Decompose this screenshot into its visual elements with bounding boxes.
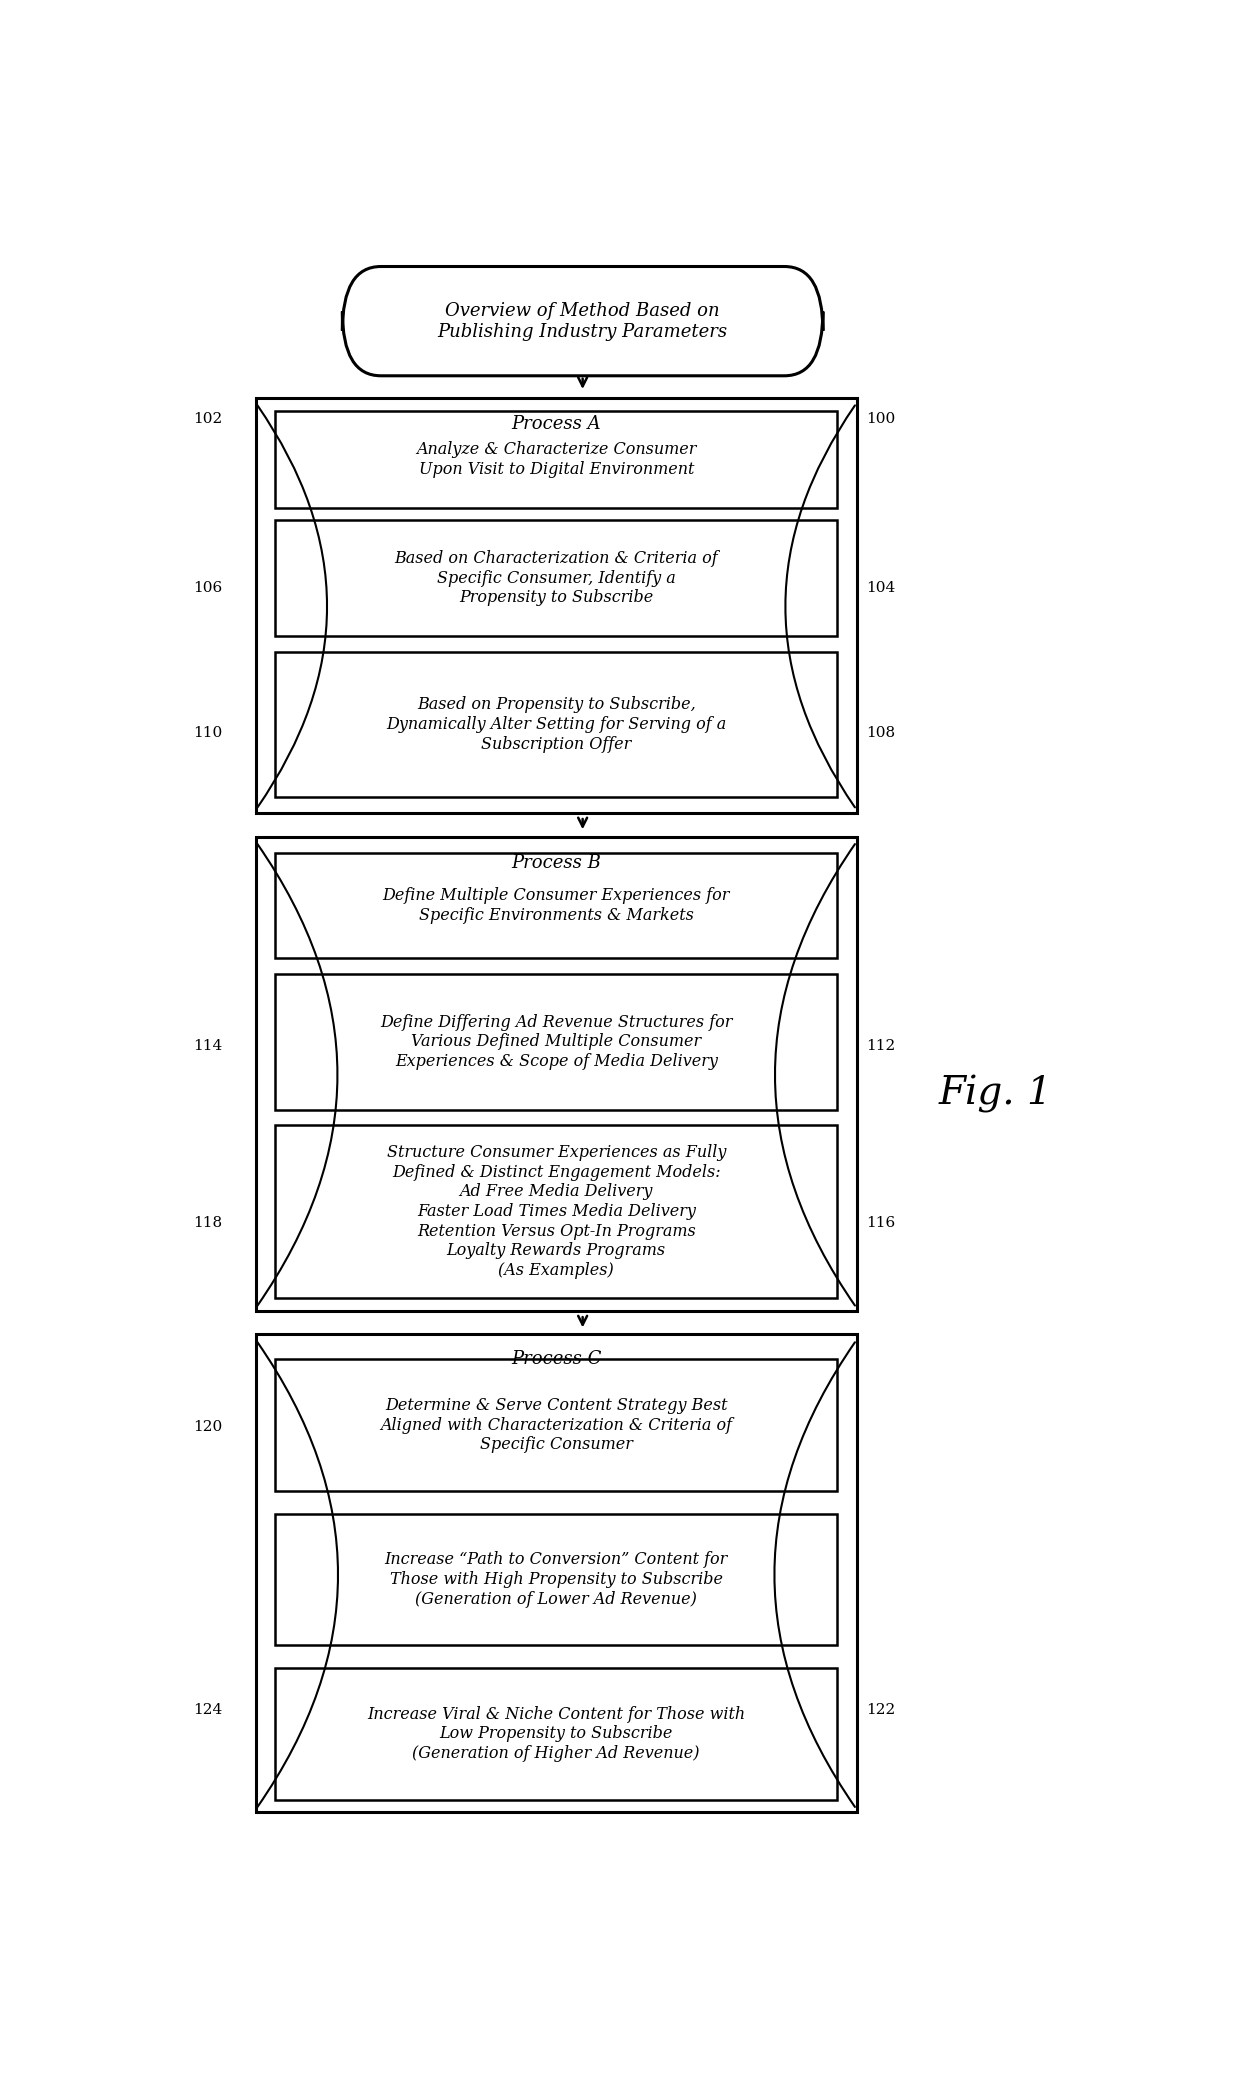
Bar (275, 973, 837, 1110)
Bar (275, 1668, 837, 1799)
Bar (275, 1359, 837, 1490)
FancyBboxPatch shape (342, 267, 823, 376)
Text: Fig. 1: Fig. 1 (939, 1075, 1053, 1112)
Text: 120: 120 (193, 1419, 222, 1434)
Bar (275, 520, 837, 637)
Text: 110: 110 (193, 726, 222, 739)
Text: Based on Propensity to Subscribe,
Dynamically Alter Setting for Serving of a
Sub: Based on Propensity to Subscribe, Dynami… (386, 697, 727, 753)
Bar (275, 854, 837, 958)
Text: Define Multiple Consumer Experiences for
Specific Environments & Markets: Define Multiple Consumer Experiences for… (382, 887, 730, 925)
Bar (275, 653, 837, 797)
Text: 112: 112 (866, 1039, 895, 1054)
Text: Increase “Path to Conversion” Content for
Those with High Propensity to Subscrib: Increase “Path to Conversion” Content fo… (384, 1551, 728, 1607)
Text: Overview of Method Based on
Publishing Industry Parameters: Overview of Method Based on Publishing I… (438, 303, 728, 340)
Text: Determine & Serve Content Strategy Best
Aligned with Characterization & Criteria: Determine & Serve Content Strategy Best … (381, 1396, 732, 1453)
Text: Based on Characterization & Criteria of
Specific Consumer, Identify a
Propensity: Based on Characterization & Criteria of … (394, 551, 718, 607)
Bar (275, 1513, 837, 1645)
Text: Increase Viral & Niche Content for Those with
Low Propensity to Subscribe
(Gener: Increase Viral & Niche Content for Those… (367, 1705, 745, 1761)
Text: Process A: Process A (511, 415, 601, 432)
Text: 106: 106 (193, 580, 222, 595)
Text: 102: 102 (193, 411, 222, 426)
Bar (255, 837, 857, 1311)
Text: 100: 100 (866, 411, 895, 426)
Text: 124: 124 (193, 1703, 222, 1718)
Bar (275, 411, 837, 507)
Text: 122: 122 (866, 1703, 895, 1718)
Text: 114: 114 (193, 1039, 222, 1054)
Bar (255, 1334, 857, 1812)
Bar (255, 399, 857, 812)
Text: Analyze & Characterize Consumer
Upon Visit to Digital Environment: Analyze & Characterize Consumer Upon Vis… (417, 440, 697, 478)
Text: Define Differing Ad Revenue Structures for
Various Defined Multiple Consumer
Exp: Define Differing Ad Revenue Structures f… (379, 1014, 733, 1071)
Text: 118: 118 (193, 1215, 222, 1229)
Text: Structure Consumer Experiences as Fully
Defined & Distinct Engagement Models:
Ad: Structure Consumer Experiences as Fully … (387, 1144, 725, 1279)
Text: 108: 108 (866, 726, 895, 739)
Text: Process C: Process C (511, 1350, 601, 1369)
Text: 116: 116 (866, 1215, 895, 1229)
Bar (275, 1125, 837, 1298)
Text: 104: 104 (866, 580, 895, 595)
Text: Process B: Process B (511, 854, 601, 872)
